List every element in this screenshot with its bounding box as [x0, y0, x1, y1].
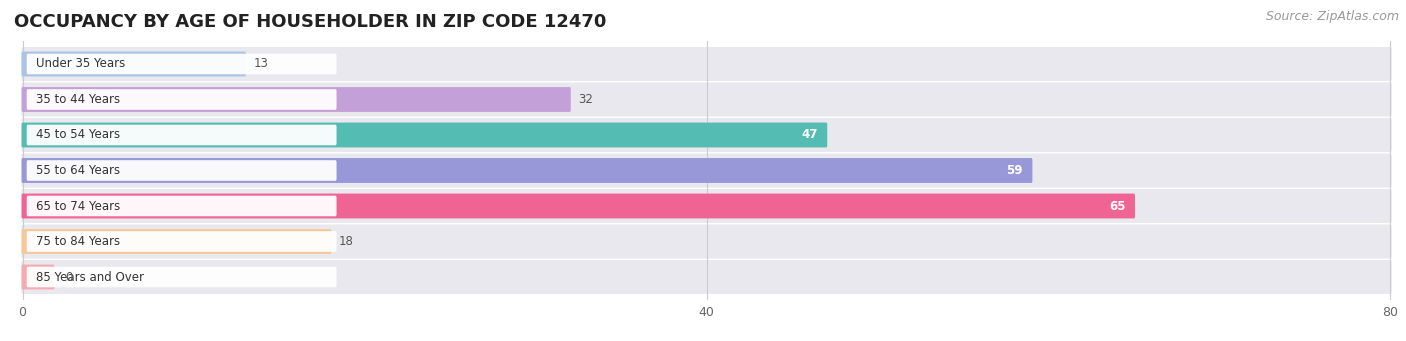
- Text: 65: 65: [1109, 199, 1125, 212]
- Text: 47: 47: [801, 129, 818, 142]
- FancyBboxPatch shape: [21, 189, 1392, 223]
- FancyBboxPatch shape: [27, 231, 336, 252]
- Text: 85 Years and Over: 85 Years and Over: [37, 270, 145, 283]
- Text: Source: ZipAtlas.com: Source: ZipAtlas.com: [1265, 10, 1399, 23]
- FancyBboxPatch shape: [21, 229, 332, 254]
- Text: OCCUPANCY BY AGE OF HOUSEHOLDER IN ZIP CODE 12470: OCCUPANCY BY AGE OF HOUSEHOLDER IN ZIP C…: [14, 13, 606, 31]
- Text: 65 to 74 Years: 65 to 74 Years: [37, 199, 121, 212]
- FancyBboxPatch shape: [21, 260, 1392, 294]
- Text: 18: 18: [339, 235, 354, 248]
- FancyBboxPatch shape: [21, 158, 1032, 183]
- Text: 32: 32: [578, 93, 593, 106]
- FancyBboxPatch shape: [27, 54, 336, 74]
- Text: 55 to 64 Years: 55 to 64 Years: [37, 164, 121, 177]
- FancyBboxPatch shape: [21, 122, 827, 147]
- Text: 0: 0: [65, 270, 73, 283]
- FancyBboxPatch shape: [27, 196, 336, 216]
- FancyBboxPatch shape: [21, 51, 246, 76]
- Text: 35 to 44 Years: 35 to 44 Years: [37, 93, 121, 106]
- FancyBboxPatch shape: [21, 265, 55, 290]
- FancyBboxPatch shape: [21, 118, 1392, 152]
- FancyBboxPatch shape: [21, 47, 1392, 81]
- FancyBboxPatch shape: [27, 89, 336, 110]
- Text: Under 35 Years: Under 35 Years: [37, 58, 125, 71]
- Text: 45 to 54 Years: 45 to 54 Years: [37, 129, 121, 142]
- FancyBboxPatch shape: [27, 267, 336, 287]
- Text: 75 to 84 Years: 75 to 84 Years: [37, 235, 121, 248]
- FancyBboxPatch shape: [21, 87, 571, 112]
- FancyBboxPatch shape: [27, 160, 336, 181]
- FancyBboxPatch shape: [21, 153, 1392, 188]
- FancyBboxPatch shape: [27, 125, 336, 145]
- FancyBboxPatch shape: [21, 194, 1135, 219]
- Text: 13: 13: [253, 58, 269, 71]
- Text: 59: 59: [1007, 164, 1022, 177]
- FancyBboxPatch shape: [21, 83, 1392, 117]
- FancyBboxPatch shape: [21, 224, 1392, 258]
